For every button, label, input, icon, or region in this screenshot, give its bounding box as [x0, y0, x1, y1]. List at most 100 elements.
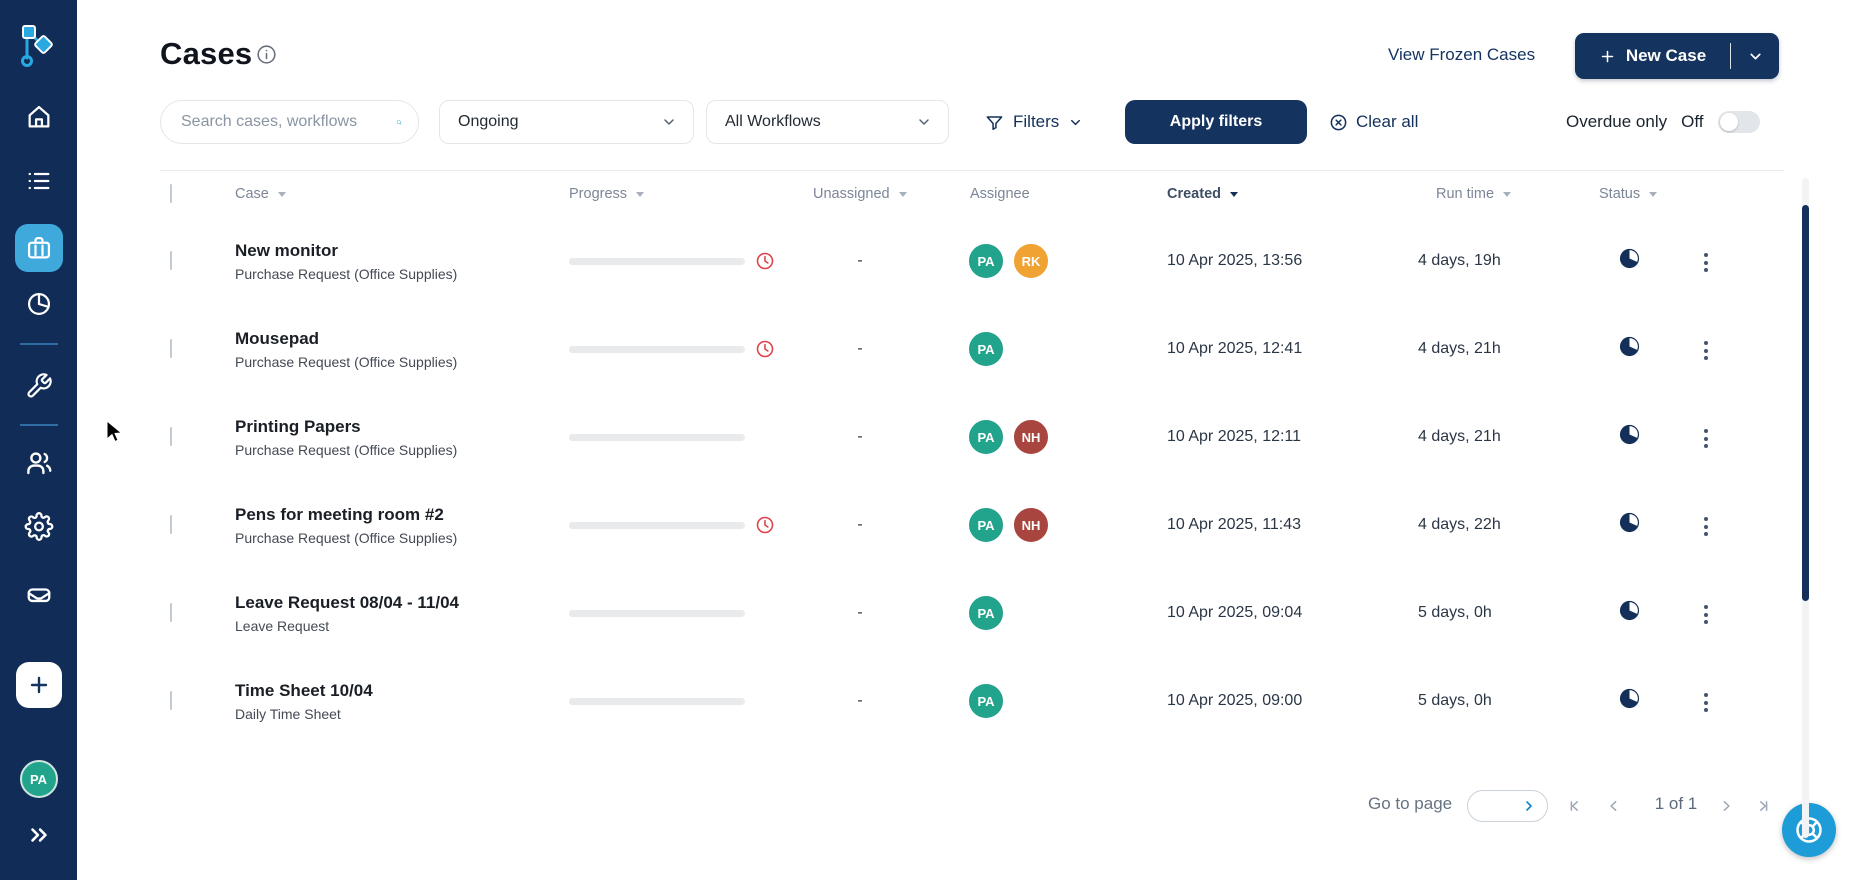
first-page-button[interactable]: [1562, 792, 1590, 820]
sidebar-item-inbox[interactable]: [24, 578, 53, 607]
previous-page-button[interactable]: [1600, 792, 1628, 820]
case-workflow-name: Purchase Request (Office Supplies): [235, 441, 458, 458]
row-menu-button[interactable]: [1698, 423, 1714, 454]
help-button[interactable]: [1782, 803, 1836, 857]
overdue-only-state: Off: [1681, 112, 1704, 131]
workflow-filter-select[interactable]: All Workflows: [706, 100, 949, 144]
status-in-progress-icon: [1619, 248, 1640, 269]
first-page-icon: [1570, 801, 1578, 811]
row-checkbox[interactable]: [170, 603, 172, 622]
row-menu-button[interactable]: [1698, 599, 1714, 630]
row-checkbox[interactable]: [170, 691, 172, 710]
sidebar-collapse-button[interactable]: [26, 822, 52, 848]
sidebar-item-tools[interactable]: [25, 372, 53, 400]
sort-arrow-icon: [1649, 191, 1658, 197]
pie-chart-icon: [27, 292, 50, 316]
assignee-avatar[interactable]: PA: [967, 682, 1005, 720]
new-case-dropdown-button[interactable]: [1731, 48, 1779, 65]
app-logo-icon[interactable]: [17, 22, 61, 68]
go-arrow-icon[interactable]: [1521, 798, 1537, 814]
assignee-avatars: PA NH: [915, 418, 1095, 456]
plus-icon: [1601, 50, 1614, 62]
assignee-avatar[interactable]: PA: [967, 330, 1005, 368]
row-checkbox[interactable]: [170, 251, 172, 270]
row-menu-button[interactable]: [1698, 247, 1714, 278]
case-workflow-name: Purchase Request (Office Supplies): [235, 265, 458, 282]
overdue-clock-icon: [756, 340, 774, 358]
case-title[interactable]: Mousepad: [235, 328, 320, 348]
select-all-checkbox[interactable]: [170, 184, 172, 203]
column-header-case[interactable]: Case: [225, 186, 555, 202]
sidebar-item-dashboard[interactable]: [25, 290, 53, 318]
assignee-avatar[interactable]: NH: [1012, 506, 1050, 544]
table-body: New monitor Purchase Request (Office Sup…: [160, 217, 1784, 745]
assignee-avatar[interactable]: PA: [967, 242, 1005, 280]
wrench-icon: [26, 373, 52, 398]
sidebar-item-cases[interactable]: [14, 224, 63, 272]
column-header-progress[interactable]: Progress: [555, 186, 805, 202]
row-menu-button[interactable]: [1698, 687, 1714, 718]
overdue-only-toggle[interactable]: [1717, 111, 1760, 133]
progress-bar: [569, 697, 745, 705]
assignee-avatar[interactable]: PA: [967, 506, 1005, 544]
next-page-button[interactable]: [1712, 792, 1740, 820]
case-title[interactable]: New monitor: [235, 240, 338, 260]
chevron-down-icon: [664, 119, 674, 125]
apply-filters-button[interactable]: Apply filters: [1125, 100, 1307, 144]
assignee-avatar[interactable]: PA: [967, 594, 1005, 632]
column-header-run-time[interactable]: Run time: [1325, 186, 1540, 202]
info-icon[interactable]: [256, 44, 277, 70]
search-box[interactable]: [160, 100, 419, 144]
row-menu-button[interactable]: [1698, 511, 1714, 542]
table-row: Mousepad Purchase Request (Office Suppli…: [160, 305, 1784, 393]
sidebar-item-tasks[interactable]: [25, 167, 53, 195]
sidebar-user-avatar[interactable]: PA: [19, 760, 58, 798]
unassigned-value: -: [857, 252, 863, 269]
view-frozen-cases-link[interactable]: View Frozen Cases: [1388, 45, 1536, 64]
home-icon: [28, 105, 49, 128]
sidebar-item-team[interactable]: [24, 448, 54, 478]
last-page-button[interactable]: [1748, 792, 1776, 820]
goto-page-label: Go to page: [1368, 794, 1453, 813]
search-icon[interactable]: [396, 112, 402, 133]
goto-page-input[interactable]: [1481, 797, 1521, 815]
new-case-button[interactable]: New Case: [1575, 33, 1779, 79]
scrollbar-thumb[interactable]: [1802, 205, 1809, 601]
status-in-progress-icon: [1619, 688, 1640, 709]
sidebar-item-settings[interactable]: [24, 512, 53, 541]
clear-all-button[interactable]: Clear all: [1329, 100, 1418, 144]
row-menu-button[interactable]: [1698, 335, 1714, 366]
column-header-status[interactable]: Status: [1540, 186, 1660, 202]
overdue-only-label: Overdue only: [1566, 112, 1668, 131]
goto-page-field: [1467, 790, 1548, 822]
sidebar-item-home[interactable]: [25, 103, 53, 131]
row-checkbox[interactable]: [170, 427, 172, 446]
sort-arrow-icon: [636, 191, 645, 197]
overdue-only-control: Overdue only Off: [1566, 100, 1760, 144]
filters-toggle[interactable]: Filters: [985, 100, 1083, 144]
assignee-avatar[interactable]: PA: [967, 418, 1005, 456]
sort-arrow-icon: [1503, 191, 1512, 197]
column-header-created[interactable]: Created: [1095, 186, 1325, 202]
assignee-avatar[interactable]: NH: [1012, 418, 1050, 456]
row-checkbox[interactable]: [170, 339, 172, 358]
workflow-filter-value: All Workflows: [725, 113, 821, 130]
assignee-avatar[interactable]: RK: [1012, 242, 1050, 280]
column-header-unassigned[interactable]: Unassigned: [805, 186, 915, 202]
toggle-knob: [1719, 113, 1738, 131]
funnel-icon: [986, 115, 1003, 130]
sidebar-add-button[interactable]: [15, 662, 62, 708]
status-in-progress-icon: [1619, 512, 1640, 533]
chevron-left-icon: [1610, 801, 1617, 811]
unassigned-value: -: [857, 340, 863, 357]
search-input[interactable]: [181, 113, 388, 131]
button-divider: [1730, 43, 1731, 69]
case-title[interactable]: Leave Request 08/04 - 11/04: [235, 592, 459, 612]
case-title[interactable]: Pens for meeting room #2: [235, 504, 444, 524]
status-filter-select[interactable]: Ongoing: [439, 100, 694, 144]
created-value: 10 Apr 2025, 12:41: [1167, 340, 1303, 357]
row-checkbox[interactable]: [170, 515, 172, 534]
case-title[interactable]: Printing Papers: [235, 416, 361, 436]
case-title[interactable]: Time Sheet 10/04: [235, 680, 373, 700]
briefcase-icon: [27, 236, 50, 259]
